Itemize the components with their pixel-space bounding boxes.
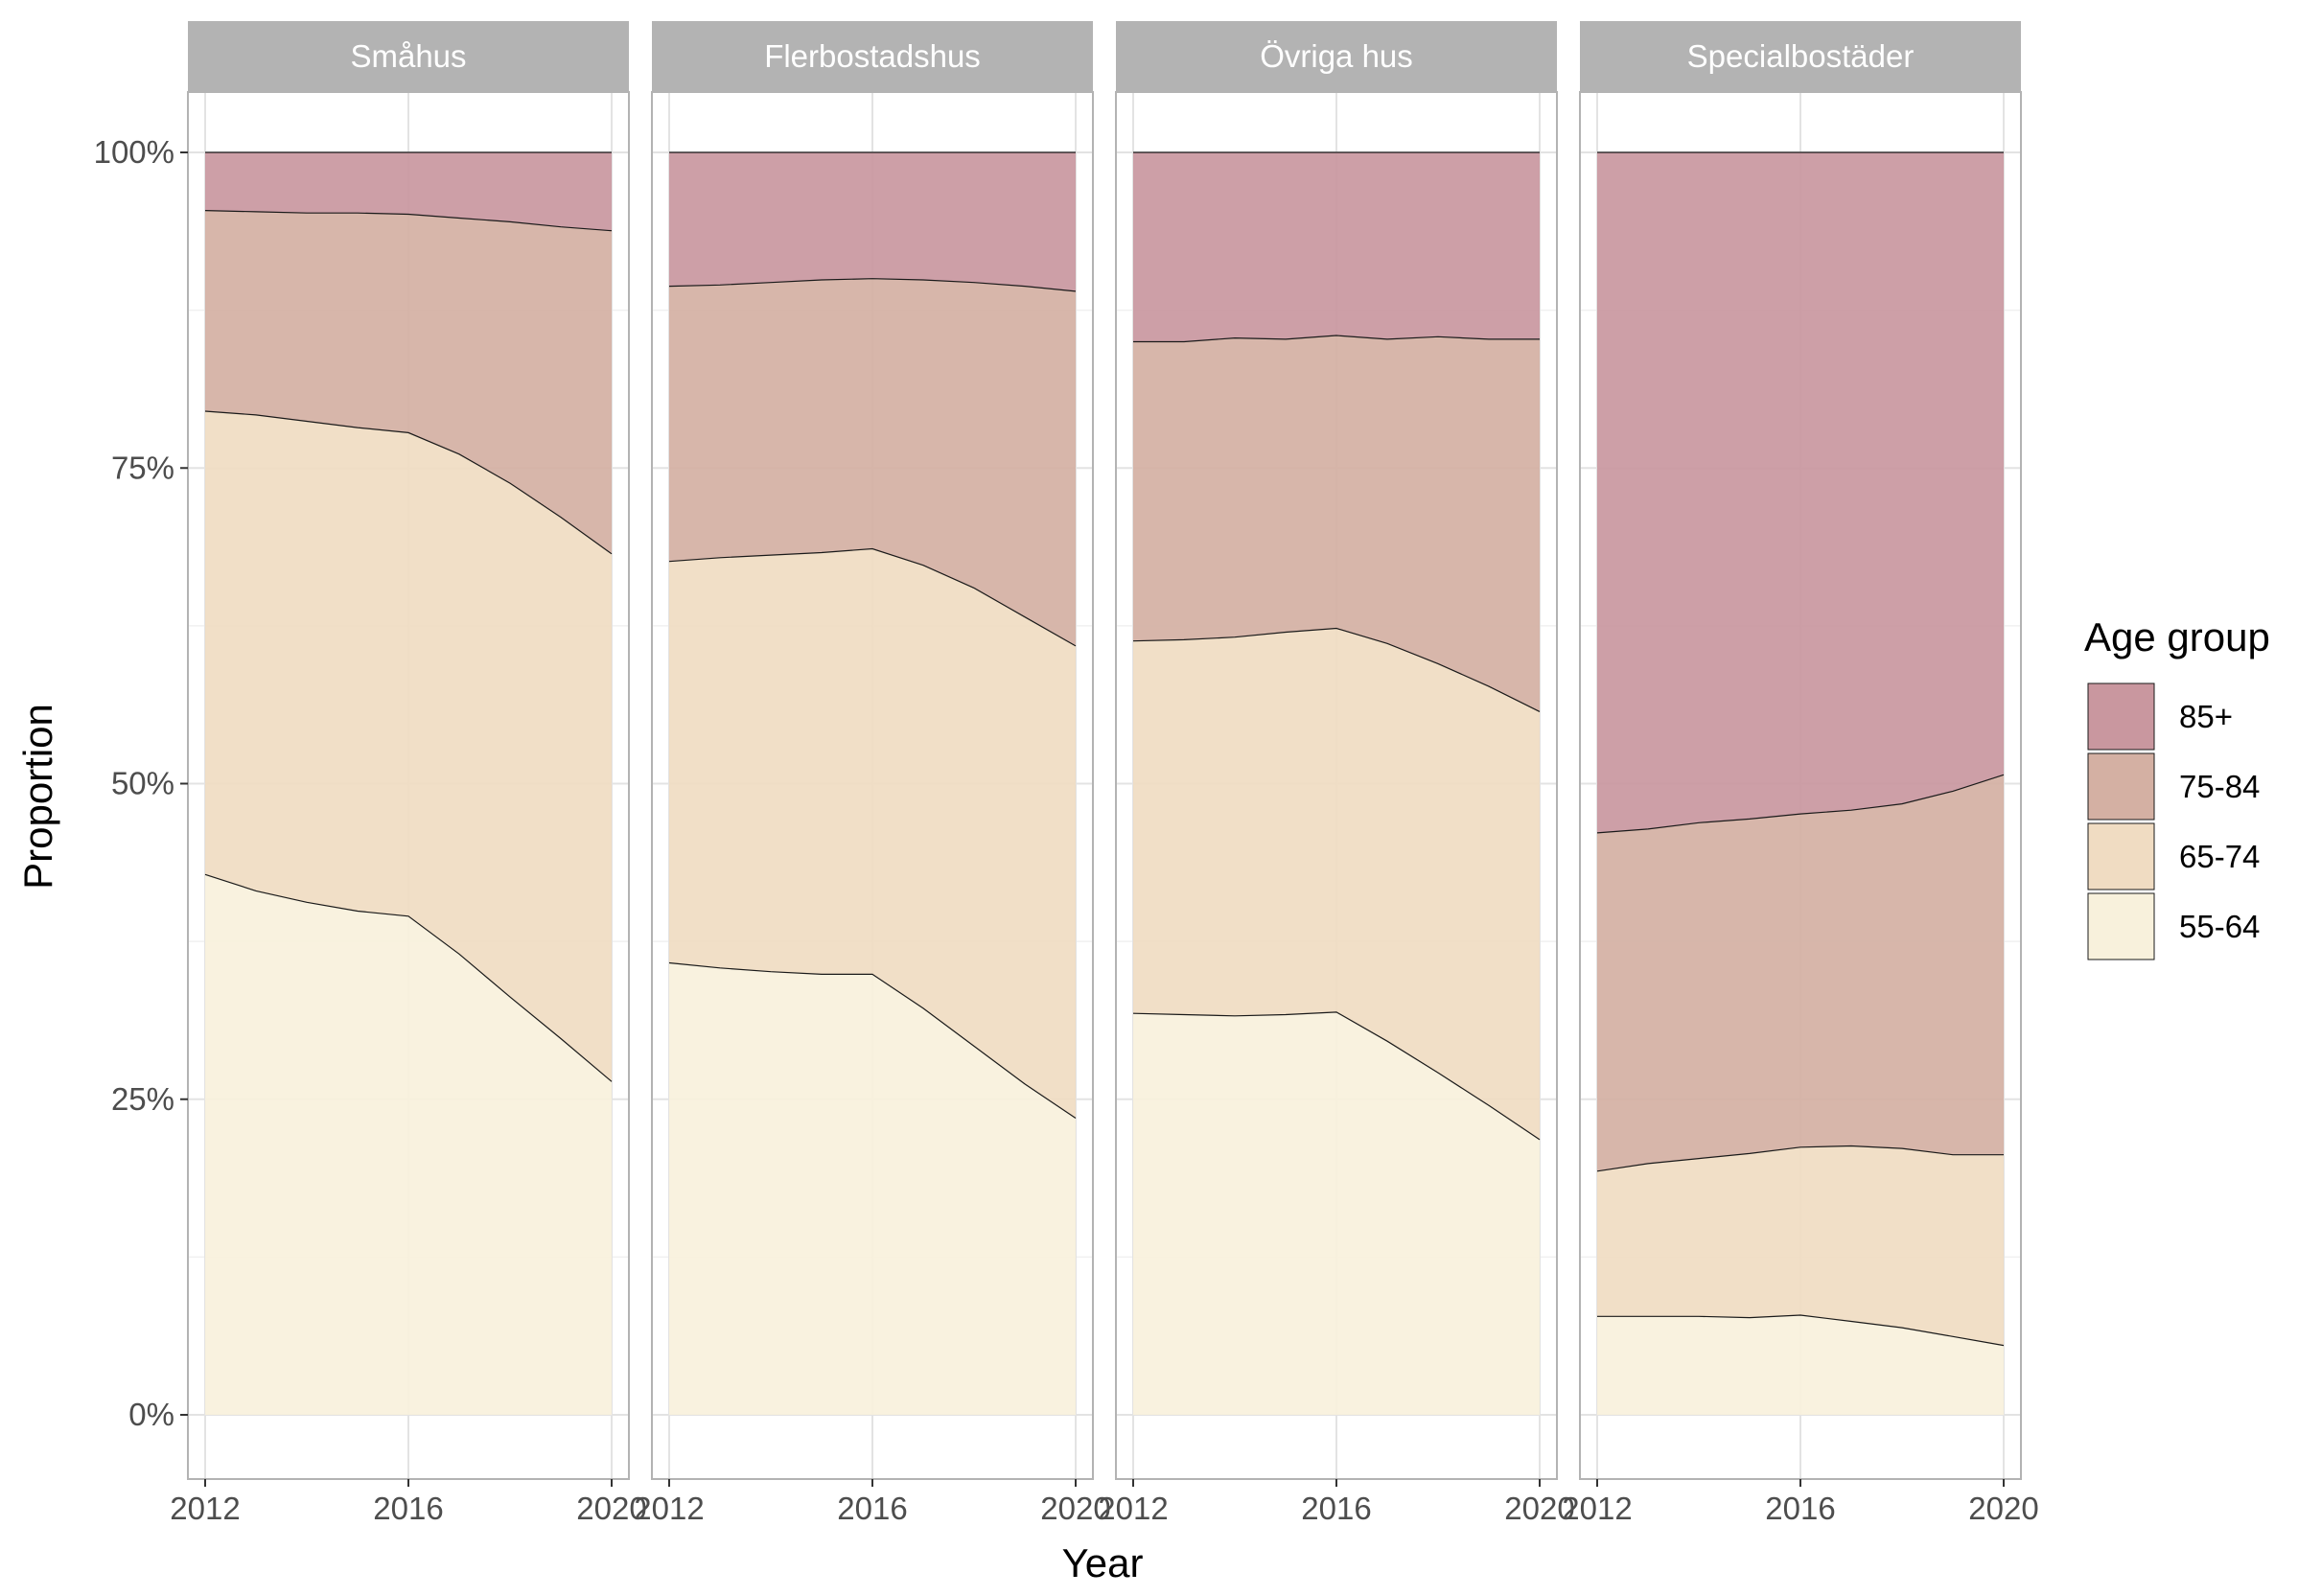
legend-key-75-84: [2087, 752, 2155, 821]
panels-layer: Småhus 2012 2016 2020 Flerbostadshus 2012 2016…: [170, 21, 2039, 1526]
x-tick-label: 2012: [170, 1491, 240, 1526]
y-tick-label: 0%: [128, 1397, 174, 1432]
panel-2: Flerbostadshus 2012 2016 2020: [634, 21, 1111, 1526]
panel-4: Specialbostäder 2012 2016 2020: [1562, 21, 2039, 1526]
facet-strip: [188, 21, 629, 92]
boundary-line-55-64: [204, 873, 613, 1082]
boundary-line-65-74: [204, 410, 613, 555]
facet-title: Flerbostadshus: [764, 38, 981, 74]
panel-3: Övriga hus 2012 2016 2020: [1098, 21, 1575, 1526]
area-85+: [1597, 152, 2004, 833]
area-85+: [1133, 152, 1540, 342]
area-75-84: [1133, 335, 1540, 712]
facet-title: Småhus: [350, 38, 466, 74]
boundary-line-65-74: [1596, 1145, 2004, 1172]
x-tick-label: 2012: [1562, 1491, 1632, 1526]
legend-label: 65-74: [2179, 839, 2260, 874]
x-tick-label: 2016: [1765, 1491, 1835, 1526]
facet-title: Övriga hus: [1260, 38, 1413, 74]
legend-key-85+: [2087, 682, 2155, 751]
boundary-line-75-84: [1596, 774, 2005, 834]
facet-title: Specialbostäder: [1687, 38, 1915, 74]
x-tick-label: 2020: [1504, 1491, 1574, 1526]
y-tick-label: 25%: [111, 1081, 174, 1117]
boundary-line-65-74: [1132, 627, 1541, 712]
facet-strip: [1580, 21, 2021, 92]
area-85+: [669, 152, 1076, 291]
y-tick-label: 100%: [94, 134, 174, 170]
x-tick-label: 2020: [1040, 1491, 1110, 1526]
area-75-84: [205, 210, 612, 554]
area-65-74: [1133, 628, 1540, 1140]
facet-strip: [652, 21, 1093, 92]
area-55-64: [1133, 1011, 1540, 1415]
boundary-line-75-84: [204, 210, 613, 232]
legend-label: 75-84: [2179, 769, 2260, 804]
area-75-84: [1597, 775, 2004, 1171]
legend-key-55-64: [2087, 892, 2155, 960]
x-axis-title: Year: [1062, 1540, 1144, 1585]
facet-strip: [1116, 21, 1557, 92]
x-tick-label: 2016: [373, 1491, 443, 1526]
panel-1: Småhus 2012 2016 2020: [170, 21, 647, 1526]
x-tick-label: 2012: [634, 1491, 704, 1526]
x-tick-label: 2012: [1098, 1491, 1168, 1526]
y-tick-label: 50%: [111, 766, 174, 801]
area-55-64: [669, 962, 1076, 1415]
legend: Age group 85+ 75-84 65-74 55-64: [2084, 614, 2270, 960]
y-tick-labels: 0% 25% 50% 75% 100%: [94, 134, 188, 1432]
boundary-line-75-84: [1133, 335, 1540, 343]
x-tick-label: 2016: [1301, 1491, 1371, 1526]
area-65-74: [669, 548, 1076, 1119]
boundary-line-55-64: [1597, 1314, 2005, 1347]
x-tick-label: 2016: [837, 1491, 907, 1526]
area-55-64: [205, 874, 612, 1415]
y-axis-title: Proportion: [15, 704, 60, 890]
area-75-84: [669, 278, 1076, 646]
boundary-line-75-84: [668, 278, 1077, 292]
boundary-line-55-64: [668, 961, 1077, 1119]
area-55-64: [1597, 1315, 2004, 1415]
legend-label: 55-64: [2179, 909, 2260, 944]
boundary-line-55-64: [1132, 1011, 1541, 1141]
area-65-74: [1597, 1145, 2004, 1346]
legend-key-65-74: [2087, 822, 2155, 891]
legend-label: 85+: [2179, 699, 2233, 734]
area-65-74: [205, 411, 612, 1082]
legend-title: Age group: [2084, 614, 2270, 659]
y-tick-label: 75%: [111, 450, 174, 485]
area-85+: [205, 152, 612, 231]
boundary-line-65-74: [668, 547, 1077, 647]
x-tick-label: 2020: [576, 1491, 646, 1526]
x-tick-label: 2020: [1968, 1491, 2038, 1526]
